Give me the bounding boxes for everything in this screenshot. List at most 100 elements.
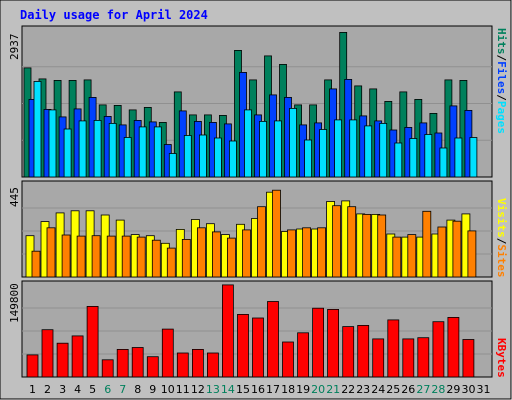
pages-bar-day-8 [138, 126, 147, 178]
day-label-31: 31 [477, 383, 491, 396]
kbytes-bar-day-8 [131, 347, 144, 378]
pages-bar-day-22 [349, 119, 358, 178]
day-label-28: 28 [431, 383, 445, 396]
legend-files-text: Files [495, 61, 508, 94]
sites-bar-day-11 [181, 238, 191, 278]
kbytes-bar-day-16 [252, 317, 264, 378]
sites-bar-day-19 [302, 227, 312, 278]
kbytes-bar-day-1 [26, 354, 39, 378]
pages-bar-day-2 [48, 109, 57, 178]
pages-bar-day-15 [244, 109, 252, 178]
pages-bar-day-3 [63, 128, 72, 178]
day-label-9: 9 [149, 383, 156, 396]
sites-bar-day-20 [317, 227, 327, 278]
day-label-8: 8 [134, 383, 141, 396]
pages-bar-day-21 [334, 119, 343, 178]
day-label-19: 19 [296, 383, 310, 396]
kbytes-bar-day-2 [41, 329, 54, 378]
day-label-20: 20 [311, 383, 325, 396]
kbytes-bar-day-13 [206, 352, 219, 378]
pages-bar-day-7 [123, 137, 132, 178]
kbytes-bar-day-6 [101, 359, 114, 378]
kbytes-bar-day-20 [312, 307, 325, 378]
sites-bar-day-16 [257, 206, 266, 278]
kbytes-bar-day-23 [357, 324, 370, 378]
day-label-3: 3 [59, 383, 66, 396]
kbytes-bar-day-25 [387, 319, 400, 378]
bars [23, 32, 478, 378]
kbytes-bar-day-15 [237, 313, 249, 378]
pages-bar-day-18 [289, 108, 297, 178]
day-label-22: 22 [341, 383, 355, 396]
day-label-16: 16 [251, 383, 265, 396]
sites-bar-day-6 [106, 235, 116, 278]
pages-bar-day-27 [424, 134, 433, 178]
kbytes-bar-day-14 [221, 284, 234, 378]
day-label-27: 27 [416, 383, 430, 396]
day-label-18: 18 [281, 383, 295, 396]
day-label-25: 25 [386, 383, 400, 396]
kbytes-bar-day-29 [447, 316, 460, 378]
sites-bar-day-4 [76, 235, 86, 278]
sites-bar-day-3 [61, 234, 71, 278]
pages-bar-day-16 [259, 121, 267, 178]
day-label-14: 14 [221, 383, 235, 396]
sites-bar-day-9 [151, 239, 161, 278]
pages-bar-day-13 [213, 137, 222, 178]
legend-sep: / [495, 238, 508, 245]
sites-bar-day-26 [407, 234, 417, 278]
sites-bar-day-17 [272, 189, 281, 278]
day-label-10: 10 [161, 383, 175, 396]
sites-bar-day-22 [347, 206, 357, 278]
pages-bar-day-11 [183, 135, 192, 178]
pages-bar-day-6 [108, 123, 117, 178]
pages-bar-day-10 [168, 153, 177, 178]
pages-bar-day-9 [153, 126, 162, 178]
day-label-21: 21 [326, 383, 340, 396]
sites-bar-day-5 [91, 235, 101, 278]
sites-bar-day-2 [46, 227, 56, 278]
pages-bar-day-5 [93, 120, 102, 178]
kbytes-bar-day-19 [297, 332, 310, 378]
sites-bar-day-8 [136, 236, 146, 278]
kbytes-bar-day-21 [327, 308, 340, 378]
kbytes-bar-day-12 [191, 348, 204, 378]
sites-bar-day-23 [362, 213, 372, 278]
day-label-23: 23 [356, 383, 370, 396]
pages-bar-day-26 [409, 138, 418, 178]
day-label-6: 6 [104, 383, 111, 396]
kbytes-bar-day-3 [56, 342, 69, 378]
day-label-13: 13 [206, 383, 220, 396]
pages-bar-day-19 [304, 139, 313, 178]
sites-bar-day-13 [211, 231, 221, 278]
day-label-7: 7 [119, 383, 126, 396]
kbytes-bar-day-28 [432, 321, 445, 378]
kbytes-bar-day-22 [342, 326, 355, 378]
day-label-17: 17 [266, 383, 280, 396]
legend-sites-text: Sites [495, 244, 508, 277]
day-label-26: 26 [401, 383, 415, 396]
sites-bar-day-15 [242, 229, 251, 278]
kbytes-bar-day-26 [402, 338, 415, 378]
legend-kbytes-text: KBytes [495, 338, 508, 378]
kbytes-bar-day-30 [462, 339, 475, 378]
pages-bar-day-20 [319, 129, 328, 178]
kbytes-bar-day-17 [267, 301, 279, 378]
kbytes-bar-day-24 [372, 338, 385, 378]
hits-ymax-label: 2937 [8, 34, 21, 61]
sites-bar-day-29 [452, 220, 462, 278]
legend-pages-text: Pages [495, 101, 508, 134]
pages-bar-day-29 [454, 137, 463, 178]
pages-bar-day-1 [33, 81, 42, 178]
kbytes-bar-day-27 [417, 337, 430, 378]
kbytes-bar-day-7 [116, 348, 129, 378]
pages-bar-day-12 [198, 134, 207, 178]
kbytes-bar-day-11 [176, 352, 189, 378]
sites-bar-day-1 [31, 250, 41, 278]
legend-visits-sites: Visits/Sites [495, 198, 508, 278]
legend-hits-text: Hits [495, 28, 508, 55]
day-label-5: 5 [89, 383, 96, 396]
kbytes-bar-day-10 [161, 328, 174, 378]
